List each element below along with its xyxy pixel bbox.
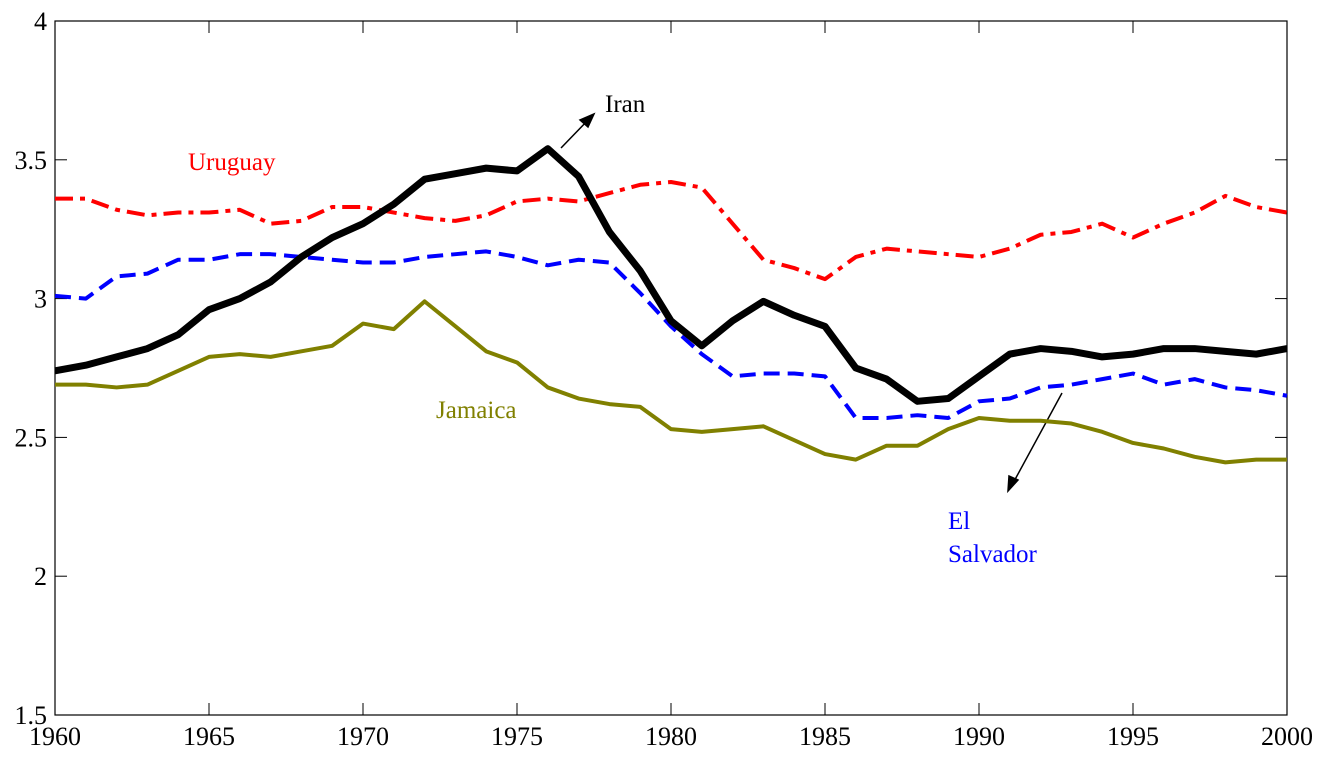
- arrow: [1011, 392, 1063, 486]
- x-tick-label: 1980: [645, 722, 697, 751]
- x-tick-label: 1990: [953, 722, 1005, 751]
- series-label: El Salvador: [948, 508, 1037, 568]
- y-tick-label: 2.5: [15, 423, 48, 452]
- y-tick-label: 2: [34, 562, 47, 591]
- y-tick-label: 1.5: [15, 701, 48, 730]
- series-label: Iran: [605, 91, 646, 118]
- series-line: [54, 145, 1288, 405]
- x-tick-label: 1960: [29, 722, 81, 751]
- axes-box: [54, 20, 1288, 716]
- series-line: [54, 249, 1288, 420]
- x-tick-label: 2000: [1261, 722, 1313, 751]
- x-tick-label: 1995: [1107, 722, 1159, 751]
- y-tick-label: 4: [34, 7, 47, 36]
- x-tick-label: 1985: [799, 722, 851, 751]
- series-label: Uruguay: [188, 149, 276, 176]
- y-tick-label: 3.5: [15, 146, 48, 175]
- arrow-head: [1007, 474, 1020, 494]
- series-line: [55, 180, 1288, 282]
- series-label: Jamaica: [436, 397, 517, 424]
- series-line: [55, 299, 1287, 465]
- x-tick-label: 1970: [337, 722, 389, 751]
- arrow-head: [578, 112, 596, 129]
- x-tick-label: 1965: [183, 722, 235, 751]
- y-tick-label: 3: [34, 285, 47, 314]
- annotation-arrows: [560, 112, 1063, 494]
- x-tick-label: 1975: [491, 722, 543, 751]
